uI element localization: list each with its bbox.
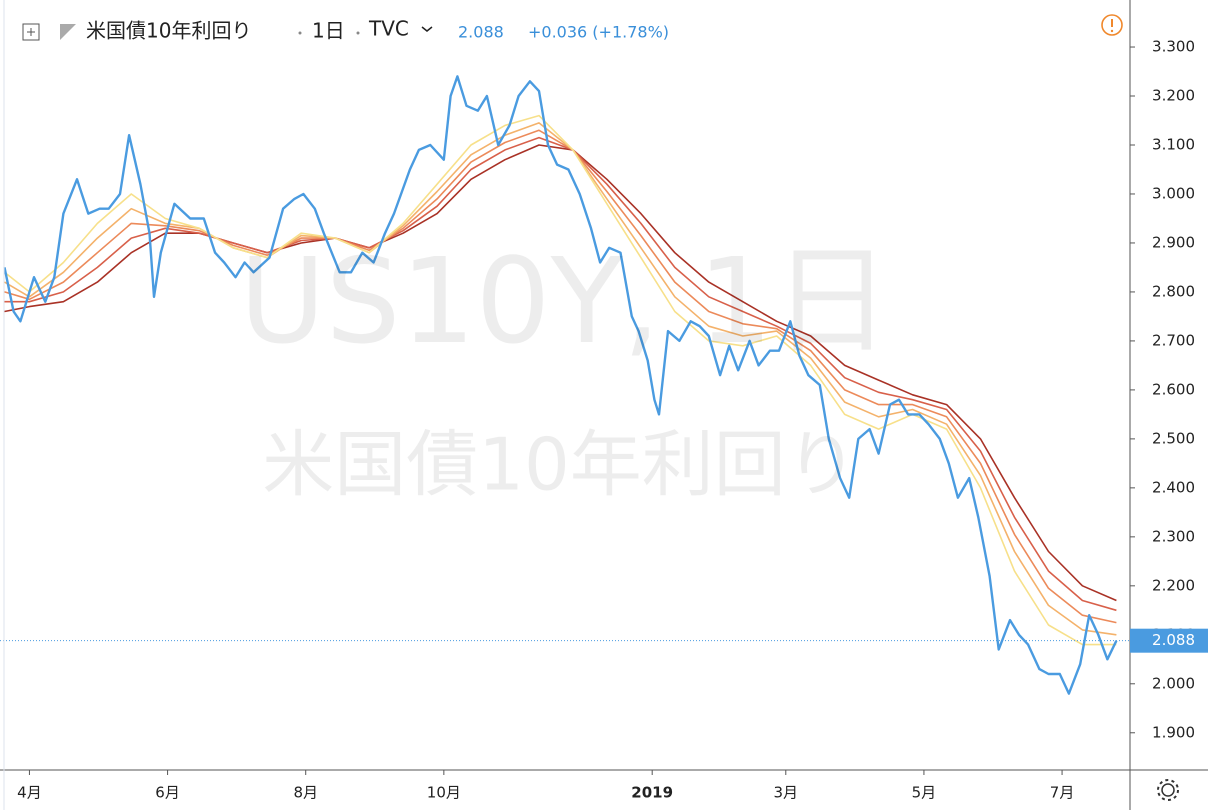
x-tick-label: 10月 — [427, 784, 461, 802]
last-price-tag — [1130, 628, 1208, 653]
settings-icon[interactable] — [1157, 779, 1179, 801]
last-price: 2.088 — [458, 23, 504, 42]
y-tick-label: 2.800 — [1152, 282, 1195, 300]
watermark-title: 米国債10年利回り — [262, 423, 858, 507]
y-tick-label: 3.300 — [1152, 38, 1195, 56]
warning-icon[interactable] — [1101, 14, 1123, 36]
x-tick-label: 7月 — [1050, 784, 1075, 802]
interval[interactable]: 1日 — [312, 19, 345, 43]
x-tick-label: 6月 — [155, 784, 180, 802]
y-tick-label: 2.500 — [1152, 429, 1195, 447]
x-tick-label: 8月 — [293, 784, 318, 802]
moving-average — [4, 129, 1117, 624]
separator — [298, 31, 302, 35]
warning-dot — [1110, 29, 1114, 33]
y-tick-label: 2.200 — [1152, 576, 1195, 594]
header: 米国債10年利回り 1日 TVC 2.088 +0.036 (+1.78%) — [22, 14, 1123, 43]
gear — [1161, 783, 1175, 797]
moving-average — [4, 136, 1117, 612]
plot-area — [0, 75, 1130, 695]
flag-icon — [60, 24, 76, 40]
y-tick-label: 2.300 — [1152, 527, 1195, 545]
separator — [356, 31, 360, 35]
y-tick-label: 3.200 — [1152, 87, 1195, 105]
y-tick-label: 1.900 — [1152, 723, 1195, 741]
y-tick-label: 2.700 — [1152, 331, 1195, 349]
x-tick-label: 4月 — [17, 784, 42, 802]
moving-average — [4, 144, 1117, 602]
last-price-tag-label: 2.088 — [1152, 631, 1195, 649]
gear-teeth — [1157, 779, 1179, 801]
moving-average — [4, 114, 1117, 646]
moving-average — [4, 122, 1117, 636]
add-icon[interactable] — [22, 23, 40, 41]
source-dropdown[interactable] — [421, 26, 433, 32]
y-tick-label: 2.900 — [1152, 233, 1195, 251]
y-tick-label: 3.100 — [1152, 135, 1195, 153]
price-line — [3, 75, 1118, 695]
y-tick-label: 3.000 — [1152, 184, 1195, 202]
x-tick-label: 3月 — [774, 784, 799, 802]
y-tick-label: 2.000 — [1152, 674, 1195, 692]
y-tick-label: 2.400 — [1152, 478, 1195, 496]
y-tick-label: 2.600 — [1152, 380, 1195, 398]
price-change: +0.036 (+1.78%) — [528, 23, 669, 42]
x-tick-label: 5月 — [912, 784, 937, 802]
x-tick-label: 2019 — [631, 784, 673, 802]
source[interactable]: TVC — [368, 17, 409, 41]
watermark-symbol: US10Y, 1日 — [239, 232, 891, 370]
symbol-title[interactable]: 米国債10年利回り — [86, 19, 251, 43]
